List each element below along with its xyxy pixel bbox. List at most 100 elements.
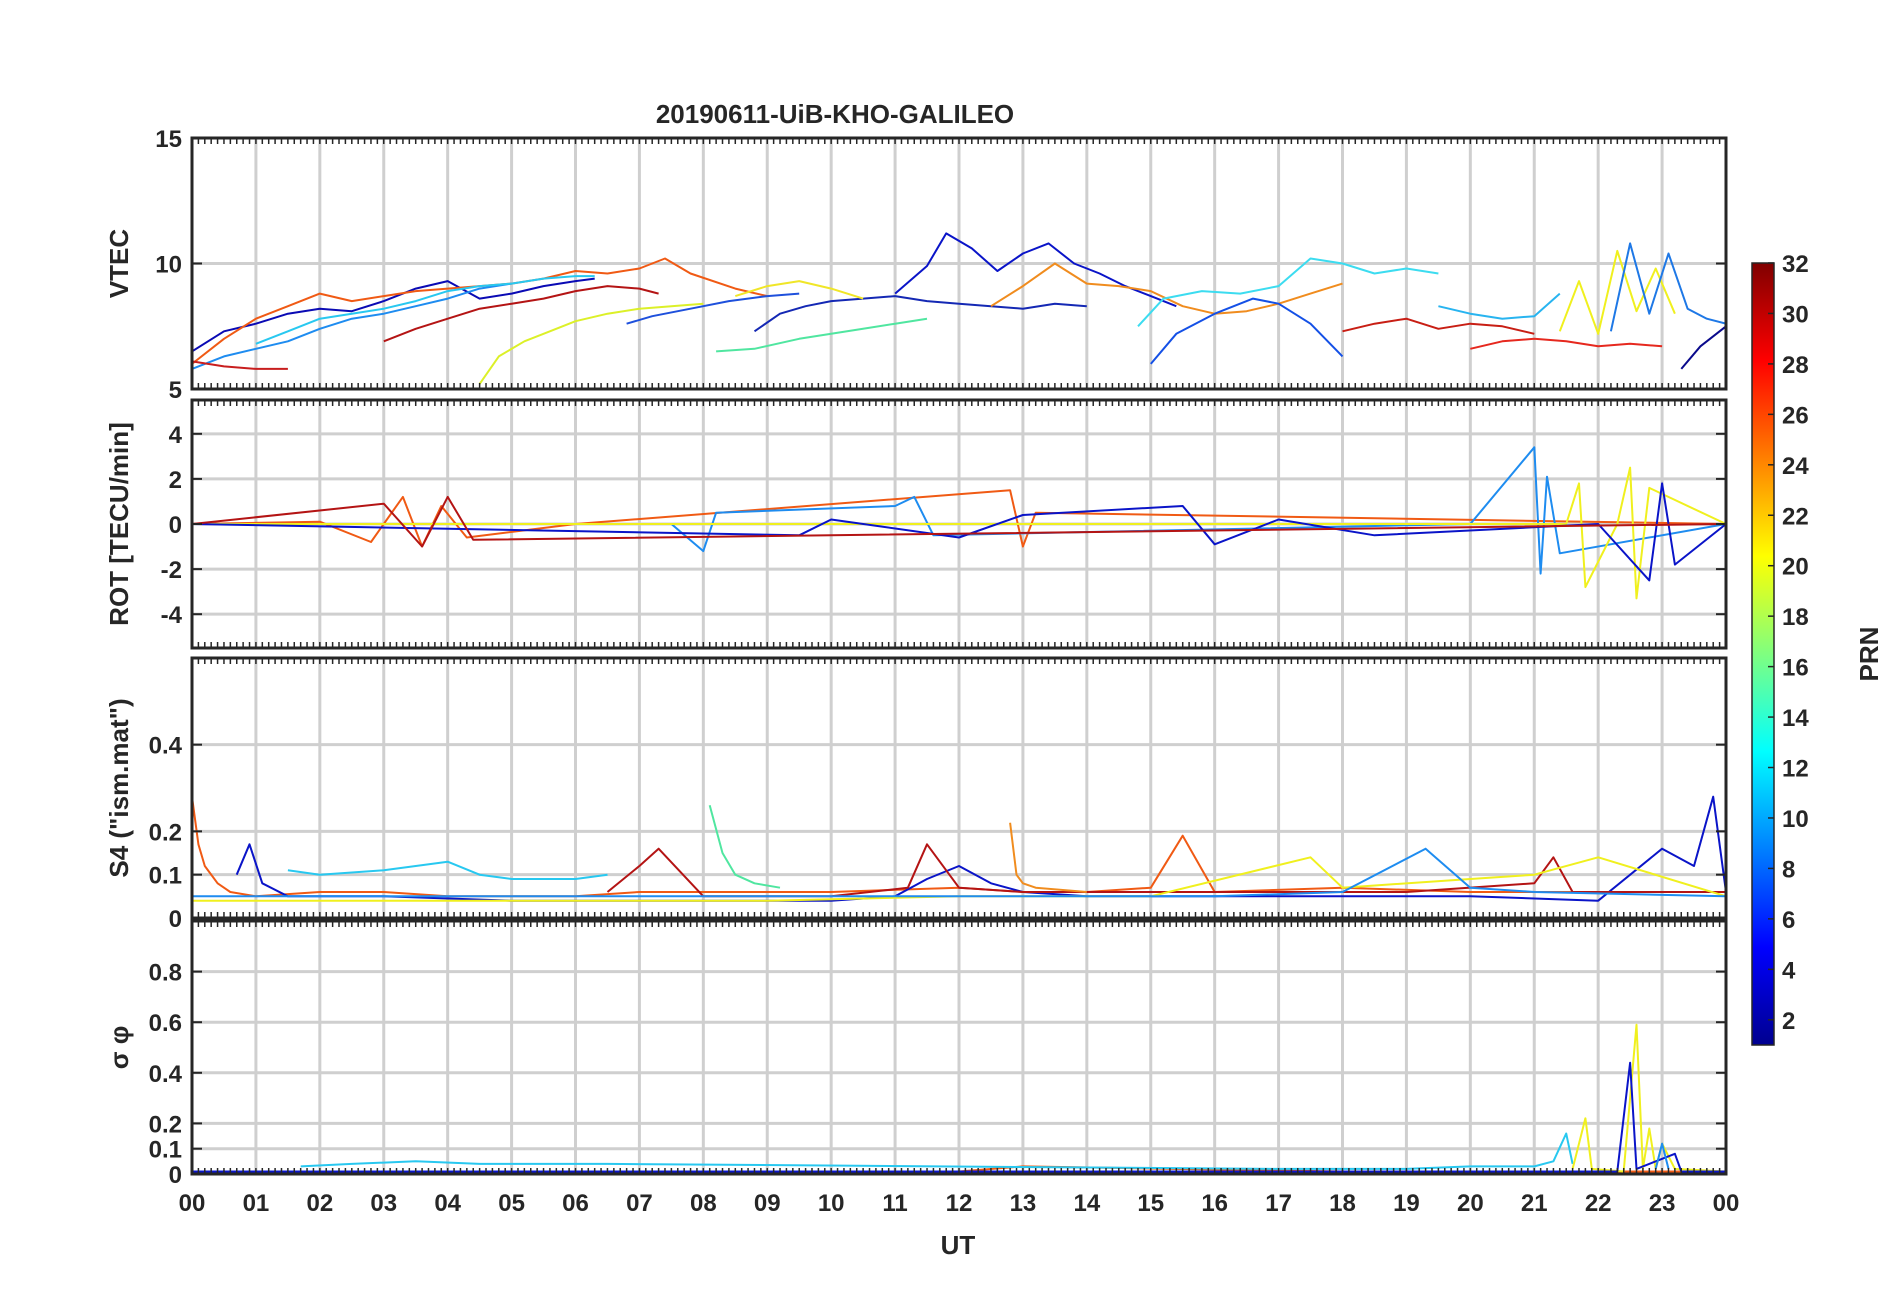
colorbar-tick-label: 6 [1782,907,1795,934]
series-line [192,1061,1726,1173]
series-line [753,295,1087,333]
y-tick-label: 0.2 [149,819,182,846]
y-tick-label: 0 [169,1162,182,1189]
x-tick-label: 14 [1073,1190,1100,1217]
x-tick-label: 13 [1010,1190,1037,1217]
colorbar-tick-label: 20 [1782,554,1809,581]
y-axis-label: ROT [TECU/min] [104,422,134,626]
colorbar-tick-label: 14 [1782,705,1809,732]
colorbar-tick-label: 22 [1782,503,1809,530]
axes-frame [190,656,1728,920]
colorbar-tick-label: 24 [1782,453,1809,480]
grid [192,658,1726,918]
x-tick-label: 19 [1393,1190,1420,1217]
series-line [192,360,288,370]
series-line [478,302,704,385]
y-tick-label: 4 [169,422,183,449]
x-tick-label: 11 [882,1190,907,1217]
series-line [1009,822,1087,893]
x-tick-label: 16 [1201,1190,1228,1217]
y-tick-label: 5 [169,377,182,404]
y-tick-label: -2 [161,557,182,584]
y-tick-label: 0 [169,512,182,539]
y-tick-label: -4 [161,602,183,629]
series-line [1654,1142,1670,1170]
series-line [287,860,608,880]
grid [192,138,1726,389]
colorbar-tick-label: 30 [1782,301,1809,328]
y-axis-label: VTEC [104,229,134,299]
x-tick-label: 17 [1265,1190,1292,1217]
x-tick-label: 22 [1585,1190,1612,1217]
series-line [192,489,1726,548]
series-group [192,446,1726,600]
colorbar-label: PRN [1854,627,1884,682]
axes-frame [190,136,1728,391]
y-axis-label: σ φ [104,1026,134,1070]
colorbar-tick-label: 32 [1782,251,1809,278]
series-line [192,482,1726,582]
x-tick-label: 06 [562,1190,589,1217]
colorbar-gradient [1751,262,1775,1046]
series-line [192,847,1726,898]
series-line [1342,317,1535,335]
series-group [192,232,1726,385]
x-tick-label: 20 [1457,1190,1484,1217]
series-line [383,285,659,343]
y-tick-label: 0.4 [149,733,183,760]
grid [192,921,1726,1174]
colorbar-tick-label: 12 [1782,756,1809,783]
series-group [192,795,1726,902]
panel-1: 5 10 15 VTEC [104,126,1728,404]
panel-4: 00.10.2 0.4 0.6 0.8 σ φ [104,919,1728,1189]
axes-frame [190,398,1728,650]
series-line [626,292,800,325]
x-tick-label: 09 [754,1190,781,1217]
x-tick-label: 02 [306,1190,333,1217]
x-tick-label: 12 [946,1190,973,1217]
series-line [716,317,928,353]
colorbar-tick-label: 4 [1782,957,1796,984]
x-tick-label: 07 [626,1190,653,1217]
x-tick-label: 00 [179,1190,206,1217]
x-tick-label: 15 [1137,1190,1164,1217]
series-line [1680,325,1726,370]
x-tick-label: 23 [1649,1190,1676,1217]
series-line [606,843,1726,898]
colorbar-tick-label: 10 [1782,806,1809,833]
series-line [192,446,1726,575]
x-tick-label: 01 [243,1190,270,1217]
series-line [192,277,595,353]
series-line [255,275,595,345]
series-line [1438,292,1561,320]
series-line [1558,249,1676,335]
axes-frame [190,919,1728,1176]
x-tick-label: 00 [1713,1190,1740,1217]
colorbar-tick-label: 16 [1782,655,1809,682]
series-line [735,280,864,300]
y-tick-label: 0.4 [149,1061,183,1088]
series-line [1137,257,1439,327]
series-line [1150,297,1344,365]
colorbar-tick-label: 26 [1782,402,1809,429]
y-tick-label: 0.2 [149,1111,182,1138]
x-axis-label: UT [941,1230,976,1260]
y-axis-label: S4 ("ism.mat") [104,698,134,877]
y-tick-label: 10 [155,252,182,279]
chart-title: 20190611-UiB-KHO-GALILEO [656,99,1014,129]
y-tick-label: 15 [155,126,182,153]
series-line [1609,242,1726,332]
series-line [192,495,1726,548]
x-axis-tick-labels: 00 01 02 03 04 05 06 07 08 09 10 11 12 13 14 15 16 17 18 19… [179,1190,1740,1217]
panel-3: 0 0.1 0.2 0.4 S4 ("ism.mat") [104,656,1728,933]
panel-2: -4 -2 0 2 4 ROT [TECU/min] [104,398,1728,650]
series-line [708,805,781,889]
y-tick-label: 0.8 [149,960,182,987]
x-tick-label: 05 [498,1190,525,1217]
colorbar-tick-label: 18 [1782,604,1809,631]
colorbar-tick-label: 2 [1782,1008,1795,1035]
y-tick-label: 0 [169,906,182,933]
